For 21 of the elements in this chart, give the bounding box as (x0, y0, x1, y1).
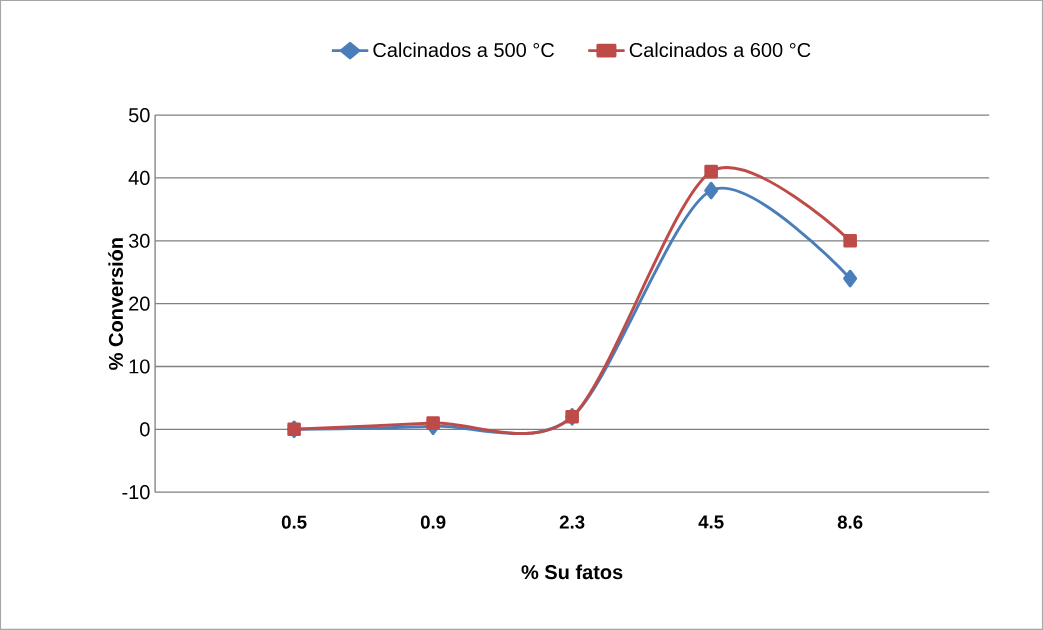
point (843, 269, 858, 288)
x-tick-label: 4.5 (698, 515, 724, 529)
y-tick-label: 0 (140, 422, 150, 437)
point (704, 164, 718, 179)
x-tick-label: 2.3 (559, 515, 585, 529)
x-tick-label: 0.9 (420, 515, 446, 529)
x-tick-label: 0.5 (281, 515, 307, 529)
point (704, 181, 719, 200)
x-tick-label: 8.6 (837, 515, 863, 529)
y-tick-label: 30 (128, 233, 150, 248)
y-tick-label: 10 (129, 359, 150, 374)
y-tick-label: 50 (128, 108, 150, 123)
point (426, 416, 440, 430)
y-tick-label: 20 (129, 296, 150, 311)
legend-label: Calcinados a 500 °C (373, 42, 554, 58)
x-axis-title: % Su fatos (521, 564, 623, 580)
legend-label: Calcinados a 600 °C (629, 42, 811, 58)
y-tick-label: 40 (128, 170, 150, 186)
y-tick-label: -10 (122, 485, 150, 500)
point (843, 234, 857, 248)
y-axis-title: % Conversión (108, 238, 124, 370)
